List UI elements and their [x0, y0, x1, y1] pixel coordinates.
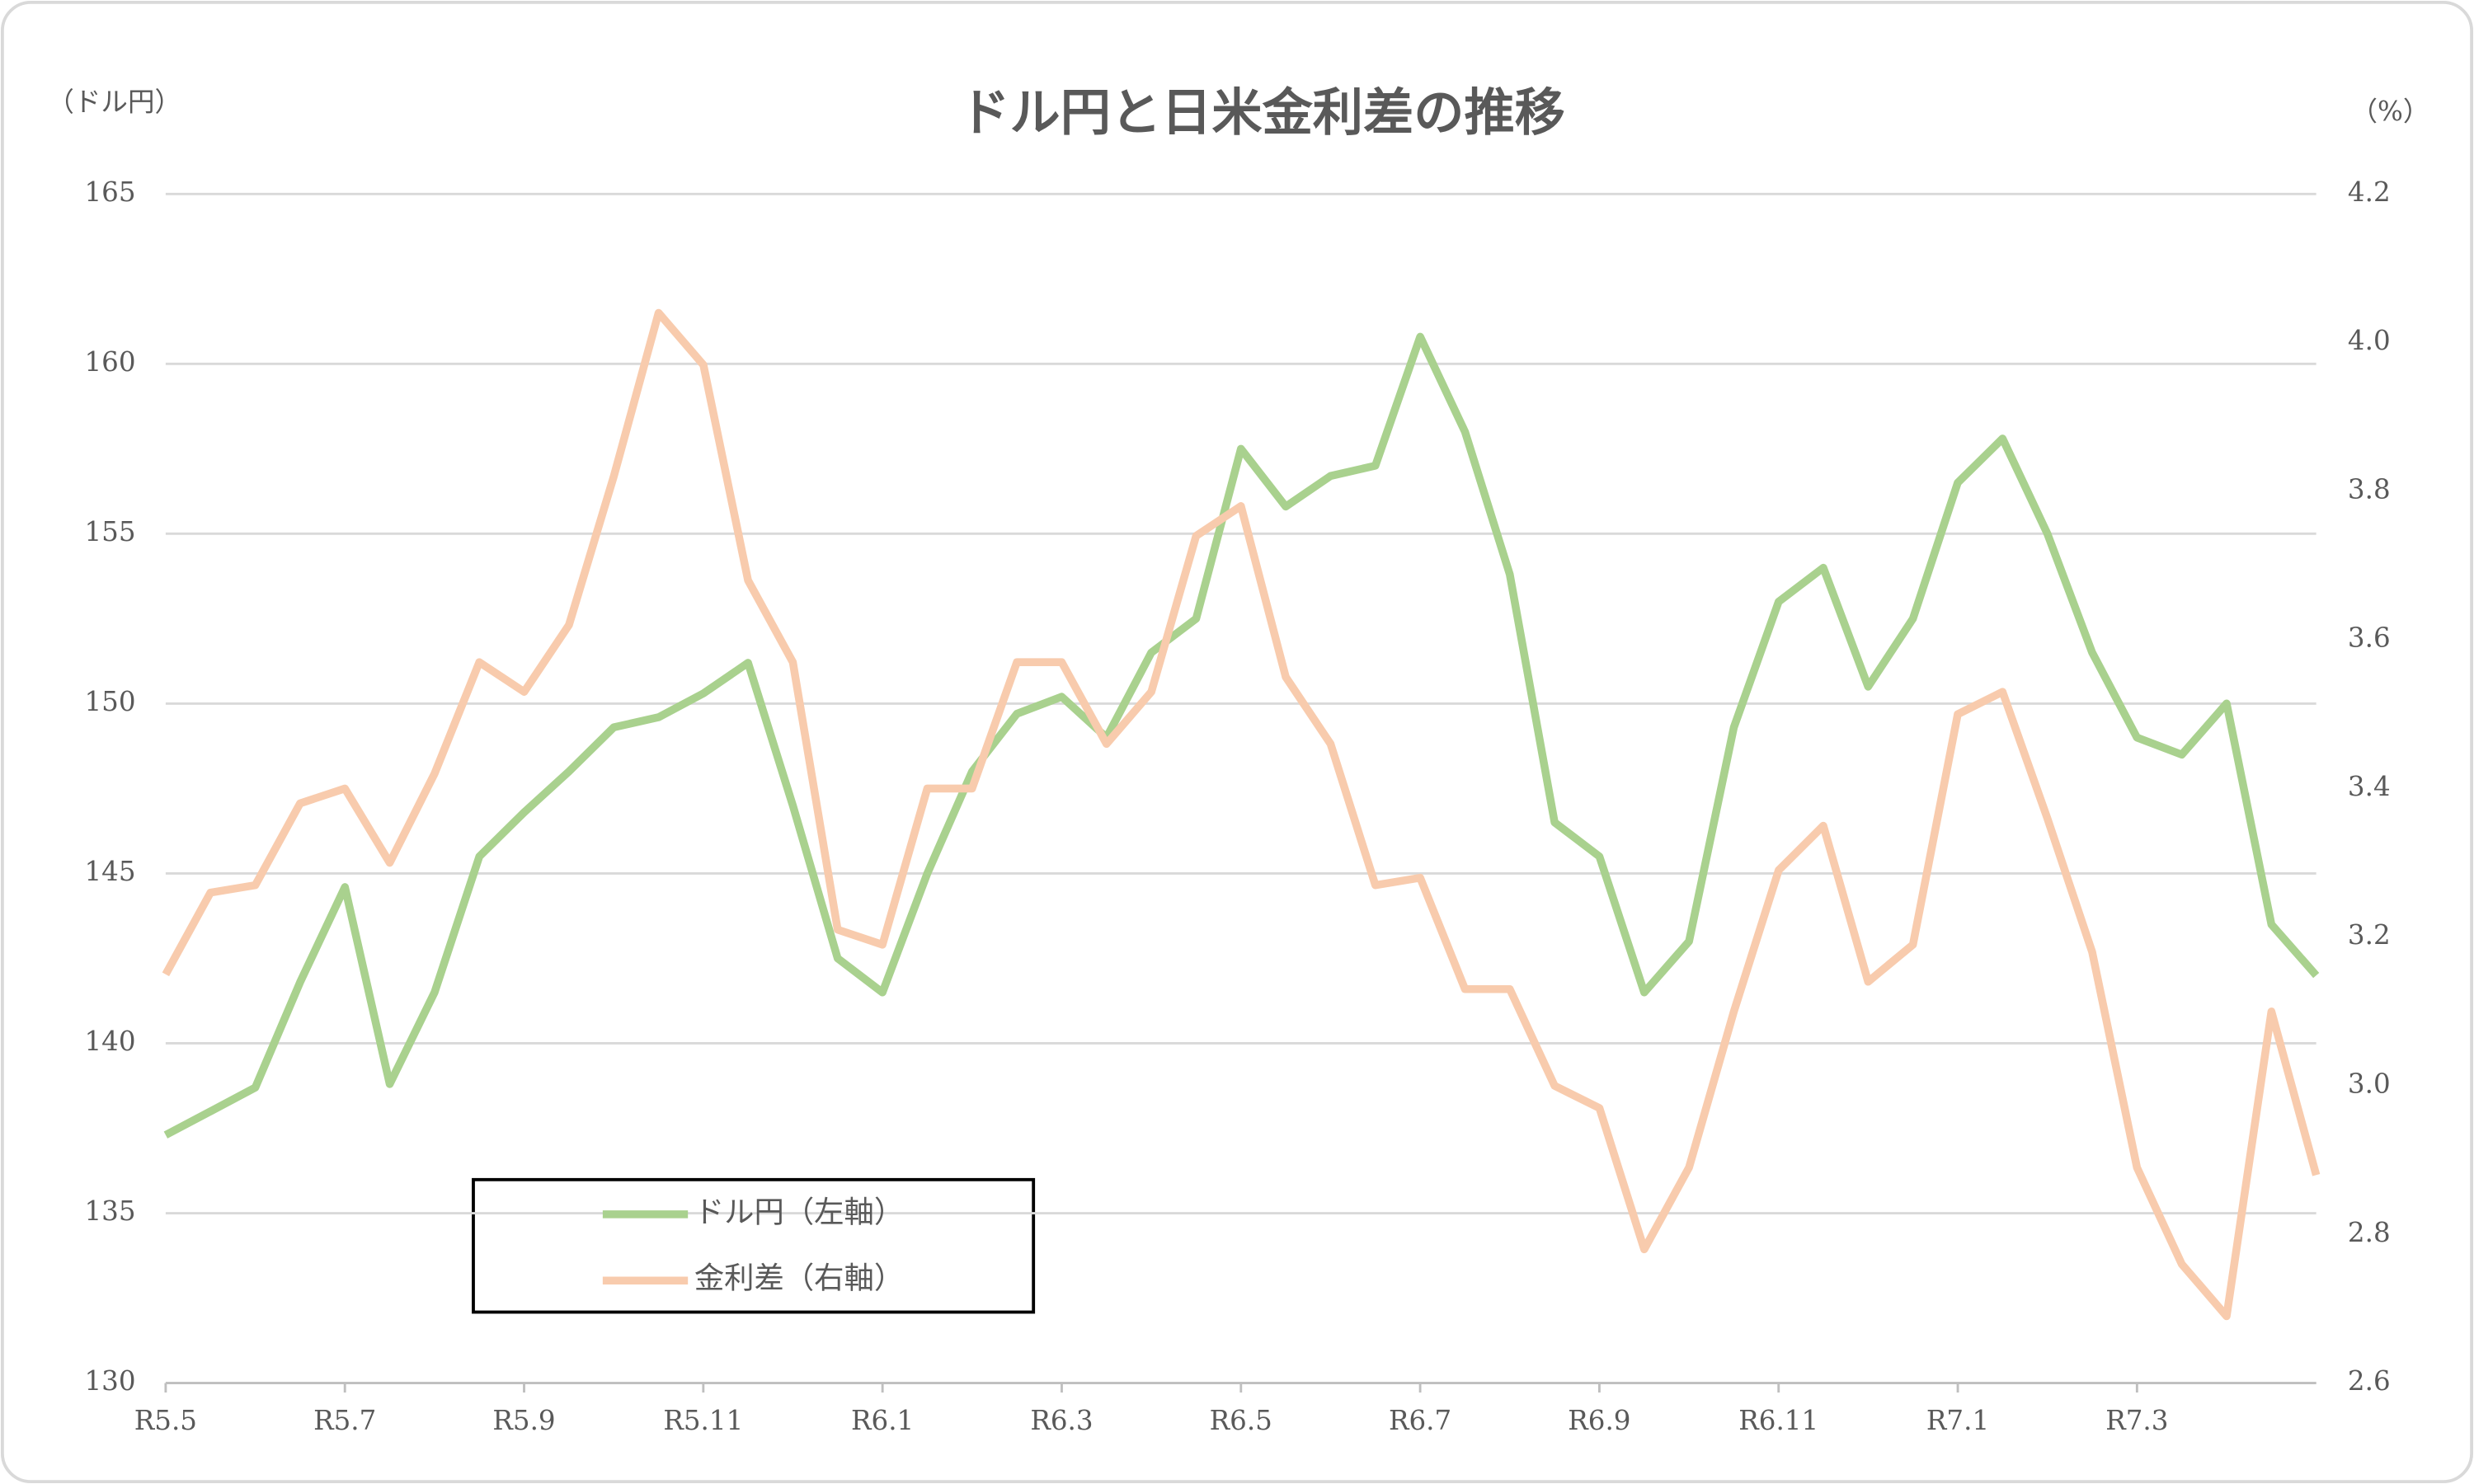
x-tick-label: R5.7 [313, 1405, 376, 1436]
y2-tick-label: 4.0 [2348, 325, 2391, 356]
y-tick-label: 145 [84, 856, 135, 887]
y2-tick-label: 3.0 [2348, 1068, 2391, 1100]
y-tick-label: 165 [84, 176, 135, 208]
series-line [163, 332, 2320, 1139]
legend-label: ドル円（左軸） [694, 1194, 904, 1229]
y2-tick-label: 4.2 [2348, 176, 2391, 208]
x-tick-label: R5.9 [492, 1405, 555, 1436]
x-tick-label: R6.7 [1389, 1405, 1451, 1436]
y-tick-label: 140 [84, 1026, 135, 1057]
y2-tick-label: 2.8 [2348, 1217, 2391, 1248]
y2-tick-label: 3.2 [2348, 919, 2391, 951]
x-tick-label: R5.11 [663, 1405, 743, 1436]
series-line [162, 308, 2321, 1321]
x-tick-label: R6.9 [1568, 1405, 1630, 1436]
y2-tick-label: 3.4 [2348, 771, 2391, 802]
x-tick-label: R6.3 [1030, 1405, 1093, 1436]
y2-tick-label: 2.6 [2348, 1365, 2391, 1397]
x-tick-label: R6.11 [1738, 1405, 1818, 1436]
y2-tick-label: 3.6 [2348, 622, 2391, 654]
x-tick-label: R6.5 [1210, 1405, 1272, 1436]
y-tick-label: 130 [84, 1365, 135, 1397]
x-tick-label: R6.1 [851, 1405, 914, 1436]
legend-label: 金利差（右軸） [694, 1261, 904, 1296]
y-tick-label: 135 [84, 1195, 135, 1227]
y2-axis-label: （%） [2350, 96, 2429, 127]
legend-box [472, 1177, 1036, 1314]
chart-title: ドル円と日米金利差の推移 [959, 84, 1565, 143]
y-axis-label: （ドル円） [47, 87, 181, 118]
x-tick-label: R7.1 [1926, 1405, 1989, 1436]
x-tick-label: R5.5 [134, 1405, 197, 1436]
y2-tick-label: 3.8 [2348, 473, 2391, 505]
x-tick-label: R7.3 [2105, 1405, 2168, 1436]
y-tick-label: 160 [84, 346, 135, 378]
y-tick-label: 150 [84, 686, 135, 717]
y-tick-label: 155 [84, 516, 135, 547]
